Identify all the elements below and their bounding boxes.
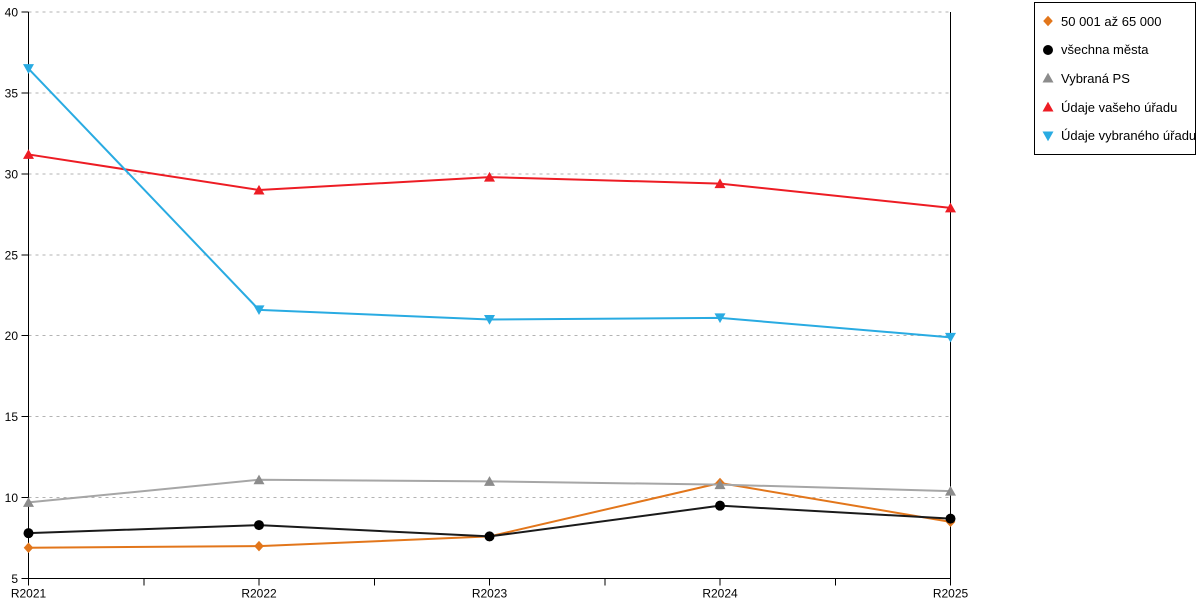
y-tick-label: 5 xyxy=(11,572,18,586)
legend-marker xyxy=(1042,131,1054,141)
y-tick-label: 25 xyxy=(5,248,19,262)
series-2-marker xyxy=(484,476,495,486)
series-2-marker xyxy=(253,474,265,485)
y-tick-label: 40 xyxy=(5,6,19,20)
legend-item-your-office: Údaje vašeho úřadu xyxy=(1040,100,1191,114)
legend-item-size-band: 50 001 až 65 000 xyxy=(1040,14,1191,28)
x-tick-label: R2025 xyxy=(933,587,969,600)
series-1-marker xyxy=(945,513,956,524)
triangle-up-icon xyxy=(1042,101,1054,112)
diamond-icon xyxy=(1043,16,1053,27)
series-1-marker xyxy=(715,500,725,511)
series-1-marker xyxy=(484,531,495,542)
legend-item-selected-ps: Vybraná PS xyxy=(1040,71,1191,85)
circle-icon xyxy=(1043,44,1053,55)
series-2-marker xyxy=(945,485,956,496)
legend-item-all-cities: všechna města xyxy=(1040,43,1191,57)
series-3-marker xyxy=(945,202,956,213)
series-4-marker xyxy=(945,332,956,343)
legend-label: všechna města xyxy=(1061,42,1149,58)
x-tick-label: R2022 xyxy=(241,587,277,600)
y-tick-label: 15 xyxy=(5,410,19,424)
series-2-marker xyxy=(23,497,34,507)
legend-item-selected-office: Údaje vybraného úřadu xyxy=(1040,129,1196,143)
legend-label: 50 001 až 65 000 xyxy=(1061,13,1162,29)
series-4-marker xyxy=(253,305,265,316)
series-2-marker xyxy=(714,479,726,490)
y-tick-label: 20 xyxy=(5,329,19,343)
legend-label: Údaje vybraného úřadu xyxy=(1061,128,1197,144)
triangle-up-icon xyxy=(1042,73,1054,83)
y-tick-label: 10 xyxy=(5,491,19,505)
legend-marker xyxy=(1042,73,1054,83)
series-0-marker xyxy=(254,540,264,552)
legend-marker xyxy=(1042,101,1054,112)
series-1-marker xyxy=(254,520,264,531)
triangle-down-icon xyxy=(1042,131,1054,141)
chart-legend: 50 001 až 65 000 všechna města Vybraná P… xyxy=(1034,2,1196,155)
series-1-marker xyxy=(23,528,34,539)
series-4-marker xyxy=(484,315,495,325)
series-line-4 xyxy=(27,67,952,339)
x-tick-label: R2023 xyxy=(472,587,508,600)
y-tick-label: 35 xyxy=(5,86,19,100)
x-tick-label: R2024 xyxy=(702,587,738,600)
series-4-marker xyxy=(23,64,34,74)
legend-marker xyxy=(1043,16,1053,27)
legend-marker xyxy=(1043,44,1053,55)
y-tick-label: 30 xyxy=(5,167,19,181)
series-4-marker xyxy=(714,313,726,324)
x-tick-label: R2021 xyxy=(11,587,47,600)
series-0-marker xyxy=(23,542,34,553)
legend-label: Údaje vašeho úřadu xyxy=(1061,99,1178,115)
series-3-marker xyxy=(23,149,34,159)
series-3-marker xyxy=(253,184,265,195)
legend-label: Vybraná PS xyxy=(1061,70,1130,86)
series-3-marker xyxy=(714,178,726,189)
series-3-marker xyxy=(484,171,495,182)
